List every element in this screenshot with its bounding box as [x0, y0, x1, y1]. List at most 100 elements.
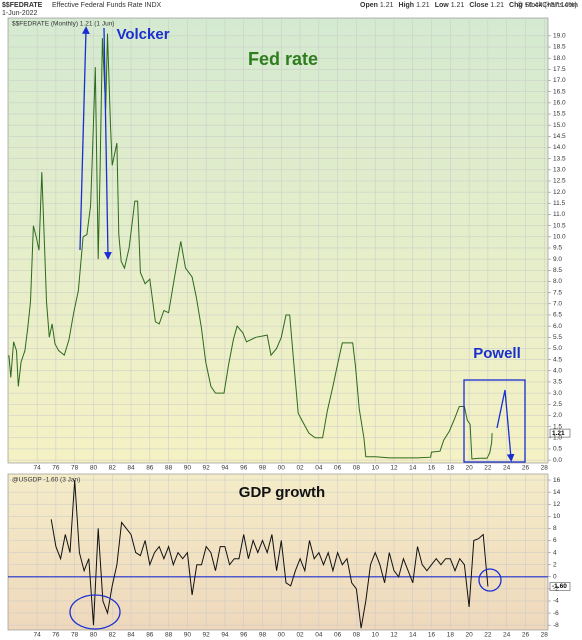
x-tick-label: 12 [390, 632, 398, 639]
y-tick-label: 4.5 [553, 356, 562, 363]
y-tick-label: 10.5 [553, 222, 566, 229]
x-tick-label: 28 [541, 465, 549, 472]
x-tick-label: 26 [522, 465, 530, 472]
x-tick-label: 20 [465, 632, 473, 639]
highlight-circle [69, 594, 121, 630]
y-tick-label: 2.0 [553, 412, 562, 419]
chart-title: Fed rate [248, 49, 318, 69]
x-tick-label: 82 [109, 632, 117, 639]
x-tick-label: 24 [503, 465, 511, 472]
x-tick-label: 02 [296, 465, 304, 472]
symbol-name: Effective Federal Funds Rate INDX [52, 2, 162, 9]
y-tick-label: -8 [553, 622, 559, 629]
panel-label: $$FEDRATE (Monthly) 1.21 (1 Jun) [12, 21, 114, 28]
x-tick-label: 98 [259, 632, 267, 639]
y-tick-label: 1.0 [553, 434, 562, 441]
y-tick-label: 18.0 [553, 55, 566, 62]
quote-value: 1.21 [416, 2, 430, 9]
x-tick-label: 90 [184, 632, 192, 639]
x-tick-label: 96 [240, 632, 248, 639]
highlight-box [463, 379, 526, 463]
x-tick-label: 16 [428, 465, 436, 472]
annotation-shapes [69, 26, 526, 630]
x-tick-label: 10 [372, 465, 380, 472]
x-tick-label: 82 [109, 465, 117, 472]
quote-label: High [399, 2, 415, 9]
x-tick-label: 76 [52, 465, 60, 472]
y-tick-label: 6.0 [553, 323, 562, 330]
x-tick-label: 84 [127, 632, 135, 639]
x-tick-label: 24 [503, 632, 511, 639]
arrow [496, 389, 515, 462]
x-tick-label: 88 [165, 465, 173, 472]
x-tick-label: 06 [334, 465, 342, 472]
y-tick-label: 14.0 [553, 144, 566, 151]
x-tick-label: 10 [372, 632, 380, 639]
y-tick-label: 3.0 [553, 390, 562, 397]
y-tick-label: 19.0 [553, 33, 566, 40]
value-tag [549, 428, 571, 438]
quote-value: 1.21 [451, 2, 465, 9]
y-tick-label: -6 [553, 610, 559, 617]
x-tick-label: 28 [541, 632, 549, 639]
value-tag [549, 582, 571, 591]
y-tick-label: 10.0 [553, 234, 566, 241]
quote-value: +0.44 (+57.14%) [525, 2, 577, 9]
x-tick-label: 02 [296, 632, 304, 639]
date: 1-Jun-2022 [2, 10, 38, 17]
x-tick-label: 18 [447, 632, 455, 639]
y-tick-label: 2 [553, 561, 557, 568]
x-tick-label: 08 [353, 465, 361, 472]
y-tick-label: 12.0 [553, 189, 566, 196]
y-tick-label: 8 [553, 525, 557, 532]
x-tick-label: 04 [315, 465, 323, 472]
y-tick-label: 2.5 [553, 401, 562, 408]
y-tick-label: 13.0 [553, 167, 566, 174]
x-tick-label: 86 [146, 632, 154, 639]
chart-title: GDP growth [239, 484, 325, 501]
y-tick-label: 4 [553, 549, 557, 556]
y-tick-label: 15.5 [553, 111, 566, 118]
x-tick-label: 92 [203, 465, 211, 472]
y-tick-label: 11.5 [553, 200, 566, 207]
y-tick-label: 0.5 [553, 446, 562, 453]
highlight-circle [478, 568, 502, 592]
x-tick-label: 00 [278, 465, 286, 472]
quote-value: 1.21 [490, 2, 504, 9]
y-tick-label: 5.5 [553, 334, 562, 341]
y-tick-label: 14 [553, 489, 561, 496]
y-tick-label: 13.5 [553, 155, 566, 162]
x-tick-label: 96 [240, 465, 248, 472]
y-tick-label: 16.5 [553, 88, 566, 95]
y-tick-label: 6.5 [553, 312, 562, 319]
x-tick-label: 74 [33, 632, 41, 639]
value-tag-label: 1.21 [552, 430, 565, 437]
y-tick-label: 16 [553, 477, 561, 484]
value-tag-label: -1.60 [552, 583, 567, 590]
x-tick-label: 20 [465, 465, 473, 472]
x-tick-label: 04 [315, 632, 323, 639]
y-tick-label: 3.5 [553, 379, 562, 386]
y-tick-label: 16.0 [553, 100, 566, 107]
y-tick-label: 15.0 [553, 122, 566, 129]
x-tick-label: 94 [221, 465, 229, 472]
x-tick-label: 74 [33, 465, 41, 472]
panel-label: @USGDP -1.60 (3 Jan) [12, 477, 80, 484]
x-tick-label: 78 [71, 632, 79, 639]
marks [8, 33, 571, 629]
y-tick-label: 11.0 [553, 211, 566, 218]
annotation: Volcker [116, 26, 169, 43]
y-tick-label: 7.5 [553, 289, 562, 296]
y-tick-label: 0 [553, 574, 557, 581]
x-tick-label: 22 [484, 632, 492, 639]
y-tick-label: 17.0 [553, 77, 566, 84]
x-tick-label: 26 [522, 632, 530, 639]
y-tick-label: 8.0 [553, 278, 562, 285]
x-tick-label: 92 [203, 632, 211, 639]
line-series [8, 33, 493, 460]
x-tick-label: 18 [447, 465, 455, 472]
x-tick-label: 08 [353, 632, 361, 639]
panel-2 [7, 473, 549, 631]
